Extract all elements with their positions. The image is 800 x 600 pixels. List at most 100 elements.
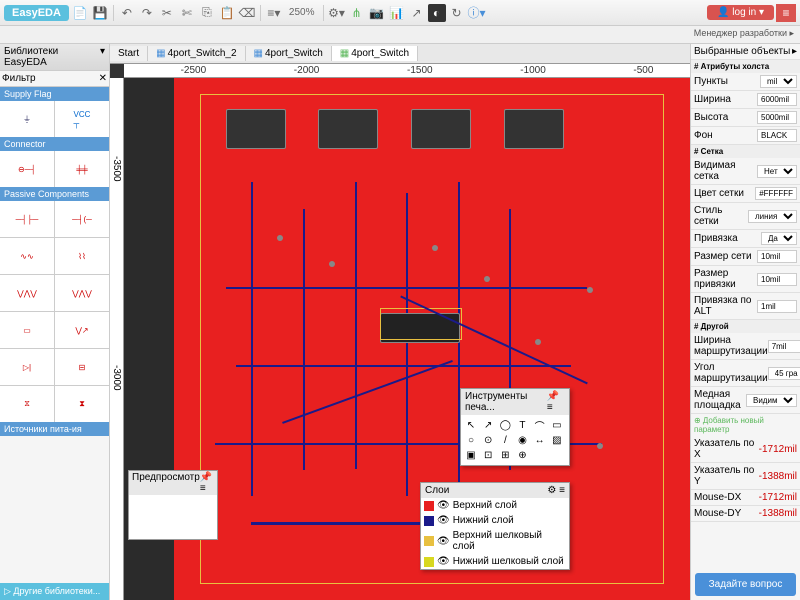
camera-icon[interactable]: 📷 [368,4,386,22]
eye-icon[interactable]: 👁 [437,556,450,567]
preview-pin-icon[interactable]: 📌 ≡ [200,472,214,494]
align-icon[interactable]: ≡▾ [265,4,283,22]
tool-pad[interactable]: ◯ [498,418,512,432]
pcb-canvas[interactable]: Предпросмотр📌 ≡ Инструменты печа...📌 ≡ ↖… [124,78,690,600]
tool-origin[interactable]: ⊕ [515,448,529,462]
zoom-level[interactable]: 250% [285,7,319,18]
redo-icon[interactable]: ↷ [138,4,156,22]
comp-res2[interactable]: ⋁⋀⋁ [55,275,109,311]
copy-icon[interactable]: ⎘ [198,4,216,22]
tab-start[interactable]: Start [110,46,148,61]
tool-circle[interactable]: ○ [464,433,478,447]
category-passive[interactable]: Passive Components [0,187,109,201]
prop-value[interactable]: 10mil [757,273,797,286]
tab-switch-pcb[interactable]: ▦4port_Switch [332,46,418,61]
selected-objects: Выбранные объекты▸ [691,44,800,60]
comp-ind2[interactable]: ⌇⌇ [55,238,109,274]
prop-value[interactable]: BLACK [757,129,797,142]
layer-row[interactable]: 👁Нижний слой [421,513,569,528]
undo-icon[interactable]: ↶ [118,4,136,22]
other-header: # Другой [691,320,800,333]
tool-hole[interactable]: ◉ [515,433,529,447]
tool-select[interactable]: ↖ [464,418,478,432]
ruler-horizontal: -2500-2000-1500-1000-500 [124,64,690,78]
comp-diode[interactable]: ▷| [0,349,54,385]
prop-value[interactable]: 10mil [757,250,797,263]
tab-switch-sch[interactable]: ▦4port_Switch [246,46,332,61]
comp-conn2[interactable]: ╪╪ [55,151,109,187]
prop-value[interactable]: 1mil [757,300,797,313]
other-libraries[interactable]: ▷ Другие библиотеки... [0,583,109,600]
export-icon[interactable]: ↗ [408,4,426,22]
comp-vcc[interactable]: VCC┬ [55,101,109,137]
scissors-icon[interactable]: ✄ [178,4,196,22]
share-icon[interactable]: ⋔ [348,4,366,22]
eye-icon[interactable]: 👁 [437,515,450,526]
library-panel: Библиотеки EasyEDA▾ Фильтр✕ Supply Flag … [0,44,110,600]
comp-conn1[interactable]: ⊖─┤ [0,151,54,187]
tool-line[interactable]: / [498,433,512,447]
tool-dim[interactable]: ↔ [533,433,547,447]
prop-select[interactable]: линия [748,210,797,223]
document-tabs: Start ▦4port_Switch_2 ▦4port_Switch ▦4po… [110,44,690,64]
prop-value[interactable]: 6000mil [757,93,797,106]
dev-manager-bar[interactable]: Менеджер разработки ▸ [0,26,800,44]
comp-crystal[interactable]: ⊟ [55,349,109,385]
tools-pin-icon[interactable]: 📌 ≡ [547,391,565,413]
prop-select[interactable]: Видим [746,394,797,407]
layer-row[interactable]: 👁Нижний шелковый слой [421,554,569,569]
help-icon[interactable]: ⓘ▾ [468,4,486,22]
category-supply[interactable]: Supply Flag [0,87,109,101]
ask-question-button[interactable]: Задайте вопрос [695,573,796,596]
comp-res1[interactable]: ⋁⋀⋁ [0,275,54,311]
collapse-icon[interactable]: ▾ [100,46,105,68]
file-icon[interactable]: 📄 [71,4,89,22]
comp-gnd[interactable]: ⏚ [0,101,54,137]
menu-icon[interactable]: ≡ [776,4,796,22]
prop-value[interactable]: #FFFFFF [755,187,797,200]
comp-ind1[interactable]: ∿∿ [0,238,54,274]
tool-image[interactable]: ▣ [464,448,478,462]
comp-res3[interactable]: ▭ [0,312,54,348]
prop-value[interactable]: 5000mil [757,111,797,124]
canvas-attrs-header: # Атрибуты холста [691,60,800,73]
eye-icon[interactable]: 👁 [437,500,450,511]
comp-x1[interactable]: ⧖ [0,386,54,422]
fab-icon[interactable]: ◐ [428,4,446,22]
tool-copper[interactable]: ▨ [550,433,564,447]
prop-select[interactable]: mil [760,75,797,88]
comp-cap1[interactable]: ─┤├─ [0,201,54,237]
close-icon[interactable]: ✕ [99,73,107,84]
prop-select[interactable]: Нет [757,165,797,178]
cut-icon[interactable]: ✂ [158,4,176,22]
prop-select[interactable]: 45 гра [768,367,800,380]
prop-select[interactable]: Да [761,232,797,245]
layer-row[interactable]: 👁Верхний слой [421,498,569,513]
tool-rect[interactable]: ▭ [550,418,564,432]
add-parameter[interactable]: ⊕ Добавить новый параметр [691,414,800,436]
category-power[interactable]: Источники пита-ия [0,422,109,436]
tool-track[interactable]: ↗ [481,418,495,432]
comp-x2[interactable]: ⧗ [55,386,109,422]
category-connector[interactable]: Connector [0,137,109,151]
delete-icon[interactable]: ⌫ [238,4,256,22]
tool-arc[interactable]: ⌒ [533,418,547,432]
eye-icon[interactable]: 👁 [437,536,450,547]
pcb-tools-panel: Инструменты печа...📌 ≡ ↖ ↗ ◯ T ⌒ ▭ ○ ⊙ /… [460,388,570,466]
tab-switch2[interactable]: ▦4port_Switch_2 [148,46,245,61]
save-icon[interactable]: 💾 [91,4,109,22]
refresh-icon[interactable]: ↻ [448,4,466,22]
tool-measure[interactable]: ⊡ [481,448,495,462]
tool-text[interactable]: T [515,418,529,432]
comp-pot[interactable]: ⋁↗ [55,312,109,348]
paste-icon[interactable]: 📋 [218,4,236,22]
login-button[interactable]: 👤 log in ▾ [707,5,774,20]
tool-via[interactable]: ⊙ [481,433,495,447]
comp-cap2[interactable]: ─┤(─ [55,201,109,237]
prop-value[interactable]: 7mil [768,340,800,353]
bom-icon[interactable]: 📊 [388,4,406,22]
tool-group[interactable]: ⊞ [498,448,512,462]
layers-gear-icon[interactable]: ⚙ ≡ [547,485,565,496]
layer-row[interactable]: 👁Верхний шелковый слой [421,528,569,554]
gear-icon[interactable]: ⚙▾ [328,4,346,22]
